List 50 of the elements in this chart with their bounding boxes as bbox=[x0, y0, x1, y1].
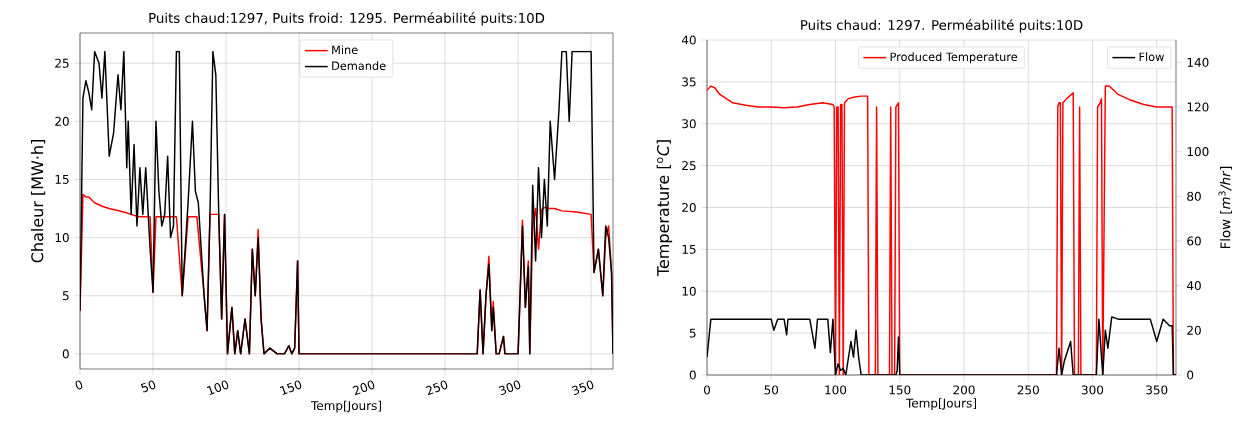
y-tick-label: 35 bbox=[682, 77, 696, 87]
y-tick-label: 15 bbox=[55, 175, 69, 184]
x-tick-label: 0 bbox=[703, 385, 711, 395]
y-tick-label: 15 bbox=[682, 244, 696, 254]
y-tick-label: 25 bbox=[682, 161, 696, 171]
x-tick-label: 200 bbox=[352, 380, 375, 396]
legend-label: Mine bbox=[332, 45, 358, 55]
x-tick-label: 0 bbox=[75, 380, 83, 390]
x-tick-label: 100 bbox=[206, 380, 229, 396]
y2-tick-label: 0 bbox=[1187, 370, 1194, 380]
y-tick-label: 30 bbox=[682, 119, 696, 129]
y-tick-label: 0 bbox=[62, 349, 69, 359]
y2-axis-title: Flow [m$^{3}$/hr] bbox=[1218, 166, 1232, 249]
x-tick-label: 100 bbox=[825, 385, 847, 395]
y2-tick-label: 140 bbox=[1187, 57, 1209, 67]
x-tick-label: 50 bbox=[140, 380, 156, 393]
y-axis-title: Chaleur [MW·h] bbox=[30, 140, 46, 263]
y-tick-label: 5 bbox=[62, 291, 69, 301]
x-tick-label: 350 bbox=[571, 380, 594, 395]
x-tick-label: 300 bbox=[498, 380, 521, 395]
y-tick-label: 25 bbox=[55, 58, 69, 68]
y-tick-label: 10 bbox=[682, 286, 696, 296]
y2-tick-label: 40 bbox=[1186, 281, 1201, 291]
y2-tick-label: 60 bbox=[1187, 236, 1201, 246]
x-tick-label: 150 bbox=[889, 385, 911, 395]
y-tick-label: 5 bbox=[689, 328, 696, 338]
x-tick-label: 300 bbox=[1081, 385, 1104, 395]
x-tick-label: 250 bbox=[1017, 385, 1039, 395]
legend-label: Produced Temperature bbox=[890, 52, 1018, 64]
x-axis-title: Temp[Jours] bbox=[310, 400, 382, 413]
x-tick-label: 50 bbox=[764, 385, 779, 395]
chart-title: Puits chaud: 1297. Perméabilité puits:10D bbox=[801, 19, 1083, 33]
y2-tick-label: 100 bbox=[1187, 147, 1209, 157]
legend-label: Flow bbox=[1139, 52, 1164, 62]
y-tick-label: 40 bbox=[681, 35, 696, 45]
y-tick-label: 20 bbox=[682, 202, 696, 213]
y-tick-label: 10 bbox=[55, 233, 69, 243]
y-tick-label: 0 bbox=[689, 370, 696, 380]
y2-tick-label: 80 bbox=[1187, 191, 1201, 201]
chart-title: Puits chaud:1297, Puits froid: 1295. Perméabilité puits:10D bbox=[149, 12, 545, 26]
x-tick-label: 150 bbox=[279, 380, 302, 396]
y2-tick-label: 120 bbox=[1187, 102, 1209, 112]
x-tick-label: 350 bbox=[1146, 385, 1168, 395]
y-axis-title: Temperature [$^{o}$C] bbox=[656, 140, 673, 277]
y-tick-label: 20 bbox=[55, 116, 69, 126]
x-tick-label: 200 bbox=[953, 385, 975, 395]
x-tick-label: 250 bbox=[425, 380, 448, 396]
legend-label: Demande bbox=[332, 61, 386, 71]
x-axis-title: Temp[Jours] bbox=[905, 398, 976, 410]
y2-tick-label: 20 bbox=[1187, 325, 1201, 335]
